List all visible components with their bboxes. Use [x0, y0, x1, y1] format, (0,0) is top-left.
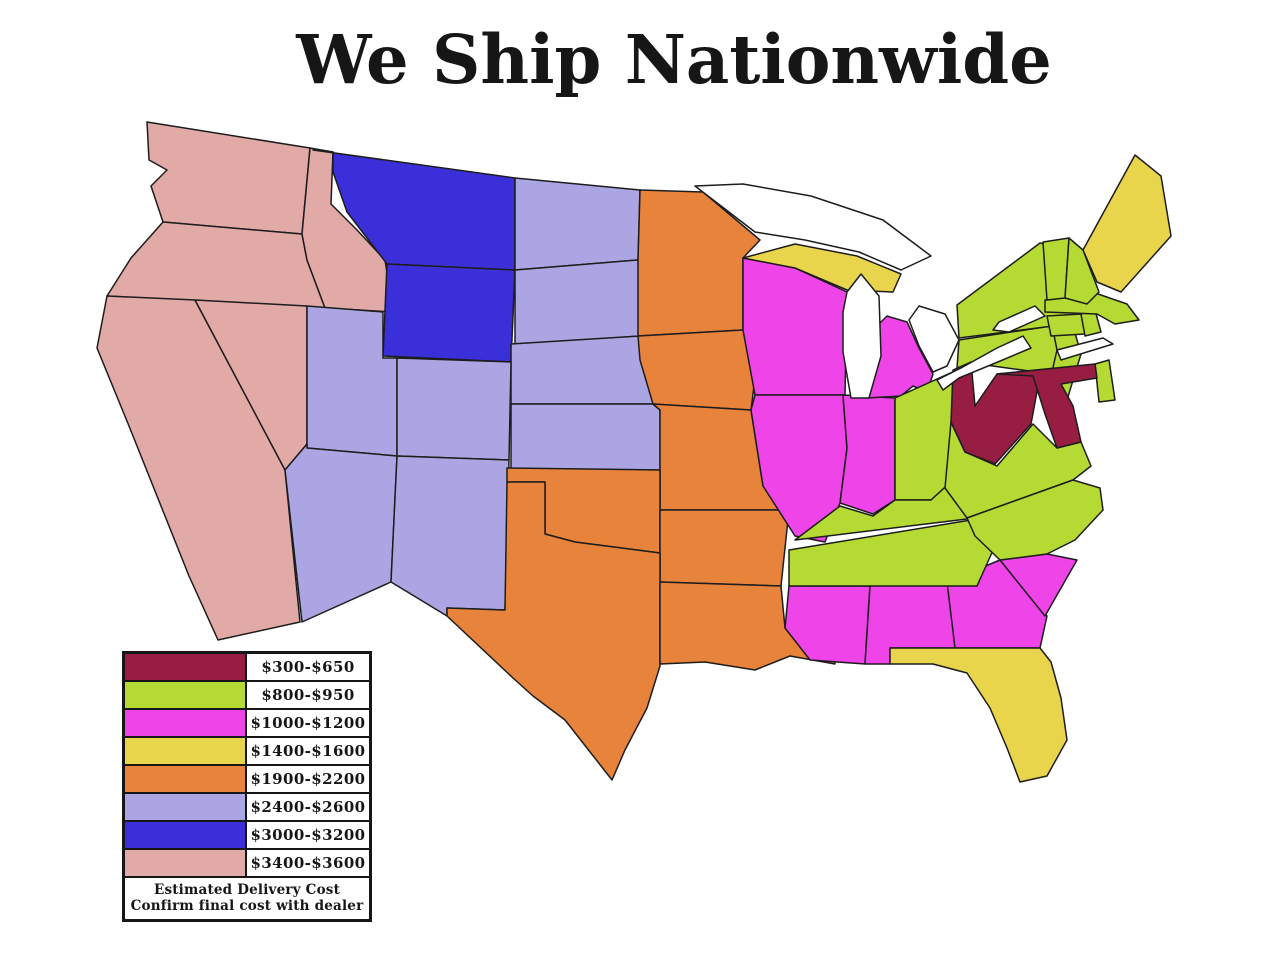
legend-price-label: $1000-$1200: [247, 710, 369, 736]
legend-price-label: $300-$650: [247, 654, 369, 680]
legend-price-label: $3400-$3600: [247, 850, 369, 876]
state-sd: [514, 259, 642, 345]
us-map-container: [95, 108, 1175, 798]
legend-row: $2400-$2600: [125, 794, 369, 822]
legend-footer-line2: Confirm final cost with dealer: [130, 898, 364, 914]
state-md: [996, 363, 1098, 449]
state-ne: [510, 335, 654, 405]
lake-michigan: [842, 273, 882, 399]
legend-footer-line1: Estimated Delivery Cost: [153, 882, 341, 898]
legend-price-label: $3000-$3200: [247, 822, 369, 848]
state-or: [106, 221, 326, 309]
legend-price-label: $2400-$2600: [247, 794, 369, 820]
legend-swatch: [125, 766, 247, 792]
state-tx: [446, 481, 661, 781]
state-ia: [637, 329, 759, 411]
lake-erie: [936, 335, 1032, 391]
long-island: [1056, 337, 1114, 361]
state-nm: [390, 455, 510, 617]
legend-swatch: [125, 738, 247, 764]
state-nd: [514, 177, 641, 271]
state-ar: [659, 509, 790, 587]
legend-swatch: [125, 654, 247, 680]
state-ut: [306, 305, 398, 457]
legend-row: $1400-$1600: [125, 738, 369, 766]
legend-swatch: [125, 850, 247, 876]
legend-swatch: [125, 794, 247, 820]
legend-footer: Estimated Delivery Cost Confirm final co…: [125, 878, 369, 919]
legend-row: $3400-$3600: [125, 850, 369, 878]
state-az: [284, 443, 398, 623]
state-tn: [788, 519, 1004, 587]
state-nc: [966, 479, 1104, 561]
lake-huron: [908, 305, 960, 373]
state-wy: [382, 263, 516, 363]
legend-row: $300-$650: [125, 654, 369, 682]
state-nh: [1064, 237, 1100, 305]
lake-superior: [694, 183, 932, 271]
state-me: [1082, 154, 1172, 293]
legend: $300-$650 $800-$950 $1000-$1200 $1400-$1600…: [122, 651, 372, 922]
legend-swatch: [125, 710, 247, 736]
legend-price-label: $1900-$2200: [247, 766, 369, 792]
legend-price-label: $800-$950: [247, 682, 369, 708]
state-co: [396, 357, 512, 461]
legend-row: $3000-$3200: [125, 822, 369, 850]
legend-row: $1900-$2200: [125, 766, 369, 794]
page-title: We Ship Nationwide: [296, 20, 1052, 99]
legend-price-label: $1400-$1600: [247, 738, 369, 764]
state-ks: [510, 403, 661, 471]
lake-ontario: [992, 305, 1046, 333]
legend-row: $1000-$1200: [125, 710, 369, 738]
state-fl: [889, 647, 1068, 783]
state-wa: [146, 121, 311, 235]
legend-swatch: [125, 682, 247, 708]
state-in: [839, 394, 896, 515]
legend-swatch: [125, 822, 247, 848]
state-wv: [950, 361, 1042, 465]
us-shipping-map: [96, 121, 1172, 783]
state-de: [1094, 359, 1116, 403]
legend-row: $800-$950: [125, 682, 369, 710]
state-ma: [1044, 293, 1140, 325]
state-ct: [1046, 313, 1086, 337]
